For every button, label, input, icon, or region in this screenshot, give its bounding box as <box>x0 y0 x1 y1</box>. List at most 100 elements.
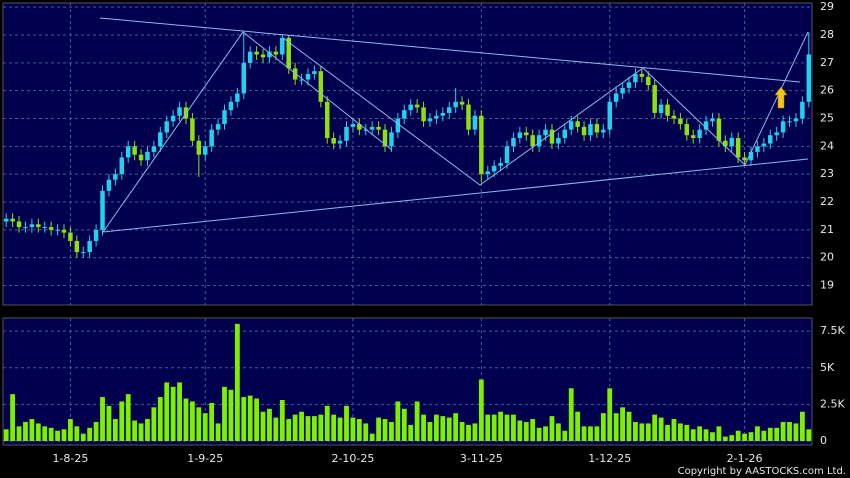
candle-body <box>498 163 503 166</box>
candle-body <box>421 107 426 122</box>
candle-body <box>440 112 446 116</box>
candle-body <box>331 137 336 144</box>
volume-bar <box>337 417 343 441</box>
y-tick-label: 27 <box>820 56 834 69</box>
volume-bar <box>80 433 86 441</box>
volume-bar <box>517 420 523 441</box>
candle-body <box>716 118 722 141</box>
y-tick-label: 22 <box>820 195 834 208</box>
volume-bar <box>389 421 394 441</box>
volume-bar <box>29 419 35 441</box>
volume-bar <box>395 401 401 441</box>
candle-body <box>74 240 80 253</box>
volume-bar <box>369 433 375 441</box>
volume-bar <box>478 379 484 441</box>
x-tick-label: 3-11-25 <box>460 452 503 465</box>
candle-body <box>254 51 259 55</box>
candle-body <box>485 171 491 175</box>
candle-body <box>280 37 285 55</box>
volume-bar <box>273 417 279 441</box>
volume-bar <box>228 389 234 441</box>
candle-body <box>260 54 266 58</box>
volume-bar <box>260 411 266 441</box>
volume-bar <box>555 423 561 441</box>
candle-body <box>318 71 324 102</box>
candle-body <box>427 118 433 122</box>
candle-body <box>10 218 15 222</box>
candle-body <box>633 73 638 83</box>
volume-bar <box>132 420 138 441</box>
volume-bar <box>729 435 735 441</box>
volume-bar <box>735 430 741 441</box>
candle-body <box>787 121 792 123</box>
candle-body <box>305 73 311 80</box>
candle-body <box>646 76 651 86</box>
candle-body <box>575 121 580 127</box>
candle-body <box>203 146 208 155</box>
candle-body <box>273 51 279 55</box>
candle-body <box>68 232 73 241</box>
candle-body <box>61 229 67 233</box>
volume-bar <box>767 427 773 441</box>
volume-bar <box>35 423 41 441</box>
candle-body <box>479 115 484 175</box>
y-tick-label: 29 <box>820 0 834 13</box>
volume-bar <box>363 423 369 441</box>
volume-bar <box>498 411 504 441</box>
y-tick-label: 28 <box>820 28 834 41</box>
volume-bar <box>742 433 747 441</box>
volume-bar <box>799 411 805 441</box>
candle-body <box>562 129 568 138</box>
volume-bar <box>427 421 433 441</box>
volume-bar <box>620 407 625 441</box>
candle-body <box>164 121 169 133</box>
volume-bar <box>543 426 548 441</box>
volume-bar <box>421 414 426 441</box>
volume-bar <box>665 424 670 441</box>
candle-body <box>312 71 317 74</box>
x-tick-label: 2-1-26 <box>727 452 763 465</box>
candle-body <box>543 129 548 136</box>
candle-body <box>446 107 452 113</box>
y-tick-label: 25 <box>820 112 834 125</box>
candle-body <box>434 115 439 119</box>
volume-bar <box>42 426 48 441</box>
volume-bar <box>523 421 529 441</box>
candle-body <box>357 124 362 130</box>
volume-bar <box>324 405 330 441</box>
volume-bar <box>215 423 221 441</box>
candle-body <box>215 124 221 130</box>
candle-body <box>735 137 741 158</box>
volume-bar <box>202 413 208 441</box>
candle-body <box>241 62 247 94</box>
candle-body <box>690 135 696 138</box>
candle-body <box>87 240 92 253</box>
y-tick-label: 21 <box>820 223 834 236</box>
volume-panel <box>2 317 813 446</box>
volume-bar <box>684 424 690 441</box>
volume-bar <box>504 414 510 441</box>
volume-bar <box>145 419 150 441</box>
volume-bar <box>254 398 260 441</box>
candle-body <box>363 129 369 131</box>
candle-body <box>337 140 343 144</box>
y-tick-label: 0 <box>820 434 827 447</box>
volume-bar <box>536 427 542 441</box>
copyright: Copyright by AASTOCKS.com Ltd. <box>678 466 846 477</box>
y-tick-label: 26 <box>820 84 834 97</box>
candle-body <box>472 115 478 130</box>
volume-bar <box>677 423 683 441</box>
volume-bar <box>93 421 99 441</box>
volume-bar <box>170 386 176 441</box>
x-tick-label: 1-12-25 <box>588 452 631 465</box>
volume-bar <box>716 426 722 441</box>
volume-bar <box>401 408 407 441</box>
candle-body <box>138 154 144 161</box>
volume-bar <box>697 426 703 441</box>
candle-body <box>620 87 625 94</box>
volume-bar <box>241 397 247 441</box>
volume-bar <box>780 421 786 441</box>
candle-body <box>748 151 754 161</box>
volume-bar <box>806 429 812 441</box>
candle-body <box>145 151 150 161</box>
